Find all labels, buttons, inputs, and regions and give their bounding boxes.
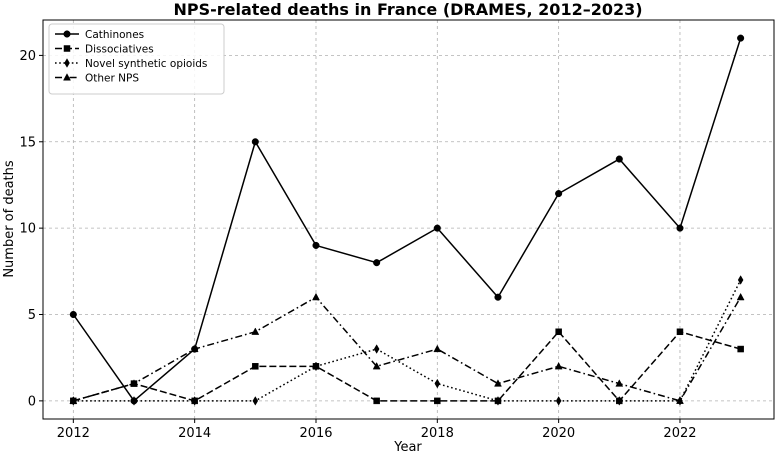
data-point-novel-synthetic-opioids [434,378,441,389]
data-point-novel-synthetic-opioids [616,396,623,406]
data-point-cathinones [676,224,684,232]
y-axis-label: Number of deaths [2,160,17,278]
data-point-dissociatives [434,397,441,405]
legend-marker [64,58,70,68]
x-tick-label: 2012 [57,426,90,441]
data-point-other-nps [554,361,563,370]
data-point-other-nps [190,344,199,353]
series-line-other-nps [73,296,742,402]
data-point-cathinones [555,190,563,198]
ticks: 2012 2014 2016 2018 2020 2022 0 5 10 15 20 [19,49,696,441]
data-point-novel-synthetic-opioids [191,396,198,406]
legend-label: Other NPS [85,72,139,84]
series-other-nps [69,292,745,404]
data-point-cathinones [69,310,77,319]
x-tick-label: 2020 [542,426,575,441]
data-point-cathinones [737,34,745,42]
legend-label: Cathinones [85,29,144,41]
series-line-dissociatives [73,331,741,402]
data-point-cathinones [433,224,441,232]
data-point-other-nps [433,344,442,353]
data-point-other-nps [69,396,78,404]
legend-entry: Cathinones [55,29,144,41]
data-point-dissociatives [252,363,259,370]
legend: Cathinones Dissociatives Novel synthetic o… [48,23,225,95]
data-point-other-nps [615,379,624,387]
plot-frame [42,19,775,420]
data-point-other-nps [494,379,502,387]
data-point-novel-synthetic-opioids [495,396,501,406]
legend-label: Novel synthetic opioids [85,58,207,70]
data-point-cathinones [615,155,623,163]
y-tick-label: 20 [19,49,36,64]
legend-marker [63,30,71,38]
legend-box [48,23,225,95]
data-point-cathinones [373,259,381,267]
data-point-other-nps [736,292,745,301]
data-point-other-nps [312,292,320,301]
legend-entry: Novel synthetic opioids [55,58,207,70]
data-point-novel-synthetic-opioids [555,396,562,406]
series-novel-synthetic-opioids [70,275,744,406]
data-point-cathinones [494,293,502,301]
series-layer [69,34,745,406]
x-axis-label: Year [393,440,422,455]
x-tick-label: 2018 [421,426,454,441]
data-point-other-nps [372,361,381,370]
data-point-novel-synthetic-opioids [313,361,319,372]
data-point-dissociatives [737,345,744,353]
legend-marker [63,45,71,52]
data-point-other-nps [130,379,138,387]
data-point-cathinones [251,138,259,146]
legend-entry: Other NPS [55,72,139,84]
y-tick-label: 5 [28,308,36,323]
series-line-cathinones [72,37,742,402]
y-tick-label: 0 [28,394,36,409]
series-line-novel-synthetic-opioids [73,279,742,402]
legend-marker [63,73,71,81]
y-tick-label: 10 [19,222,36,237]
data-point-novel-synthetic-opioids [737,275,744,285]
legend-label: Dissociatives [85,43,154,55]
x-tick-label: 2014 [178,426,211,441]
y-tick-label: 15 [19,135,36,150]
data-point-novel-synthetic-opioids [252,396,259,406]
data-point-dissociatives [676,328,684,336]
data-point-novel-synthetic-opioids [373,344,380,354]
data-point-dissociatives [555,328,562,336]
data-point-other-nps [676,396,684,404]
chart-title: NPS-related deaths in France (DRAMES, 20… [173,0,642,19]
data-point-cathinones [312,241,320,249]
data-point-dissociatives [373,397,380,405]
x-tick-label: 2016 [299,426,332,441]
data-point-other-nps [251,327,260,335]
legend-entry: Dissociatives [55,43,154,55]
data-point-novel-synthetic-opioids [131,396,137,406]
x-tick-label: 2022 [663,426,696,441]
